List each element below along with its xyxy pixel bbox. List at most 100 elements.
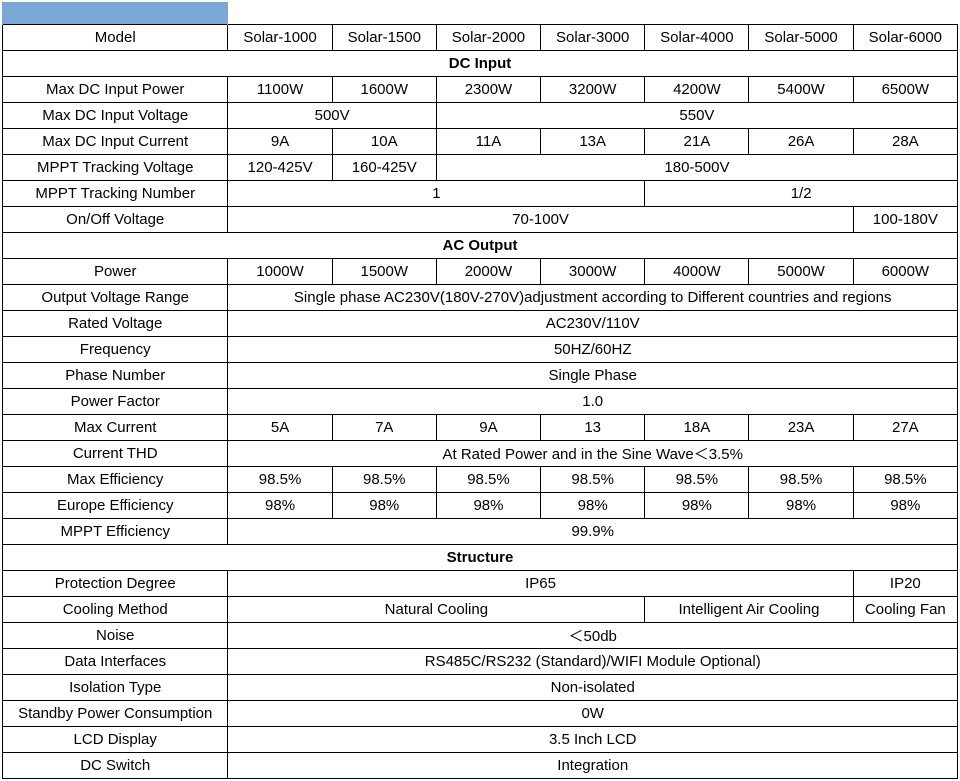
- cell: 10A: [332, 128, 436, 154]
- cell: 98.5%: [853, 466, 957, 492]
- cell: 98%: [332, 492, 436, 518]
- accent-row: [3, 3, 958, 25]
- cell: 23A: [749, 414, 853, 440]
- cell: 3200W: [541, 76, 645, 102]
- cell: 11A: [436, 128, 540, 154]
- cell: Integration: [228, 752, 958, 778]
- col-header: Solar-3000: [541, 24, 645, 50]
- cell: Non-isolated: [228, 674, 958, 700]
- cell: 98%: [541, 492, 645, 518]
- row-label: Max DC Input Power: [3, 76, 228, 102]
- row-label: MPPT Tracking Voltage: [3, 154, 228, 180]
- cell: 98%: [645, 492, 749, 518]
- cell: Intelligent Air Cooling: [645, 596, 853, 622]
- cell: 1000W: [228, 258, 332, 284]
- row-label: Standby Power Consumption: [3, 700, 228, 726]
- cell: 28A: [853, 128, 957, 154]
- cell: 1: [228, 180, 645, 206]
- cell: 4200W: [645, 76, 749, 102]
- row-label: Protection Degree: [3, 570, 228, 596]
- cell: 13: [541, 414, 645, 440]
- cell: 0W: [228, 700, 958, 726]
- cell: 5000W: [749, 258, 853, 284]
- cell: 3000W: [541, 258, 645, 284]
- row-label: Power: [3, 258, 228, 284]
- row-label: Cooling Method: [3, 596, 228, 622]
- table-row: Max DC Input Voltage 500V 550V: [3, 102, 958, 128]
- table-row: Max Efficiency 98.5% 98.5% 98.5% 98.5% 9…: [3, 466, 958, 492]
- table-row: Cooling Method Natural Cooling Intellige…: [3, 596, 958, 622]
- table-row: Power Factor 1.0: [3, 388, 958, 414]
- table-row: Max DC Input Power 1100W 1600W 2300W 320…: [3, 76, 958, 102]
- cell: 98.5%: [436, 466, 540, 492]
- row-label: Output Voltage Range: [3, 284, 228, 310]
- cell: 5400W: [749, 76, 853, 102]
- cell: 98.5%: [541, 466, 645, 492]
- model-label: Model: [3, 24, 228, 50]
- cell: Cooling Fan: [853, 596, 957, 622]
- table-row: DC Switch Integration: [3, 752, 958, 778]
- table-row: Output Voltage Range Single phase AC230V…: [3, 284, 958, 310]
- cell: Single phase AC230V(180V-270V)adjustment…: [228, 284, 958, 310]
- table-row: Frequency 50HZ/60HZ: [3, 336, 958, 362]
- table-row: Rated Voltage AC230V/110V: [3, 310, 958, 336]
- row-label: Max DC Input Current: [3, 128, 228, 154]
- cell: 18A: [645, 414, 749, 440]
- cell: 99.9%: [228, 518, 958, 544]
- table-row: Isolation Type Non-isolated: [3, 674, 958, 700]
- table-row: LCD Display 3.5 Inch LCD: [3, 726, 958, 752]
- row-label: On/Off Voltage: [3, 206, 228, 232]
- cell: 98.5%: [645, 466, 749, 492]
- cell: 98.5%: [332, 466, 436, 492]
- cell: IP65: [228, 570, 853, 596]
- row-label: Noise: [3, 622, 228, 648]
- spec-table: Model Solar-1000 Solar-1500 Solar-2000 S…: [2, 2, 958, 779]
- section-dc-input: DC Input: [3, 50, 958, 76]
- row-label: Max DC Input Voltage: [3, 102, 228, 128]
- section-structure: Structure: [3, 544, 958, 570]
- header-row: Model Solar-1000 Solar-1500 Solar-2000 S…: [3, 24, 958, 50]
- cell: 98.5%: [749, 466, 853, 492]
- cell: 50HZ/60HZ: [228, 336, 958, 362]
- row-label: Data Interfaces: [3, 648, 228, 674]
- cell: 4000W: [645, 258, 749, 284]
- cell: 160-425V: [332, 154, 436, 180]
- cell: 550V: [436, 102, 957, 128]
- cell: IP20: [853, 570, 957, 596]
- cell: 9A: [228, 128, 332, 154]
- cell: Single Phase: [228, 362, 958, 388]
- table-row: Standby Power Consumption 0W: [3, 700, 958, 726]
- row-label: Frequency: [3, 336, 228, 362]
- section-ac-output: AC Output: [3, 232, 958, 258]
- row-label: MPPT Efficiency: [3, 518, 228, 544]
- row-label: DC Switch: [3, 752, 228, 778]
- cell: 500V: [228, 102, 436, 128]
- cell: 6500W: [853, 76, 957, 102]
- col-header: Solar-4000: [645, 24, 749, 50]
- cell: Natural Cooling: [228, 596, 645, 622]
- cell: 1.0: [228, 388, 958, 414]
- table-row: Noise ＜50db: [3, 622, 958, 648]
- table-row: MPPT Tracking Number 1 1/2: [3, 180, 958, 206]
- row-label: Max Efficiency: [3, 466, 228, 492]
- row-label: Rated Voltage: [3, 310, 228, 336]
- cell: 27A: [853, 414, 957, 440]
- table-row: Max Current 5A 7A 9A 13 18A 23A 27A: [3, 414, 958, 440]
- row-label: Europe Efficiency: [3, 492, 228, 518]
- cell: 1500W: [332, 258, 436, 284]
- cell: At Rated Power and in the Sine Wave＜3.5%: [228, 440, 958, 466]
- cell: 98.5%: [228, 466, 332, 492]
- cell: 98%: [853, 492, 957, 518]
- cell: 26A: [749, 128, 853, 154]
- row-label: LCD Display: [3, 726, 228, 752]
- row-label: Max Current: [3, 414, 228, 440]
- cell: 1/2: [645, 180, 958, 206]
- table-row: Current THD At Rated Power and in the Si…: [3, 440, 958, 466]
- table-row: Phase Number Single Phase: [3, 362, 958, 388]
- col-header: Solar-2000: [436, 24, 540, 50]
- row-label: Isolation Type: [3, 674, 228, 700]
- cell: 98%: [436, 492, 540, 518]
- table-row: Max DC Input Current 9A 10A 11A 13A 21A …: [3, 128, 958, 154]
- cell: 2300W: [436, 76, 540, 102]
- accent-cell: [3, 3, 228, 25]
